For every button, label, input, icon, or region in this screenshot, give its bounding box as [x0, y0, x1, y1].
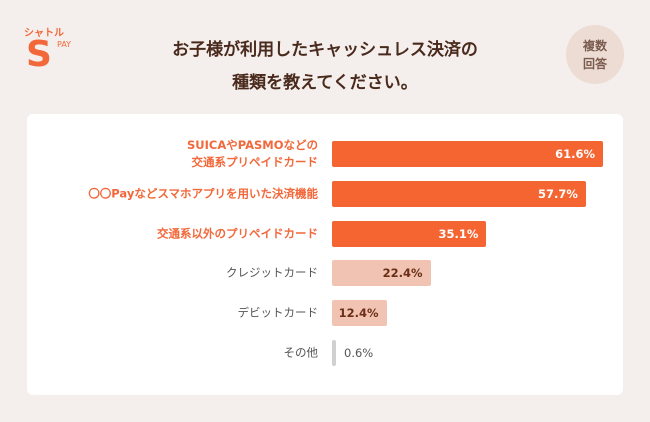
category-label-line: その他: [283, 345, 319, 360]
chart-title: お子様が利用したキャッシュレス決済の 種類を教えてください。: [110, 34, 540, 100]
bar: [332, 260, 431, 286]
category-label: クレジットカード: [18, 265, 318, 282]
value-label: 61.6%: [555, 147, 596, 161]
category-label-line: 〇〇Payなどスマホアプリを用いた決済機能: [88, 186, 318, 201]
bar: [332, 141, 604, 167]
logo-s: S: [26, 34, 52, 75]
category-label: その他: [18, 345, 319, 362]
value-label: 35.1%: [438, 227, 479, 241]
badge-line-2: 回答: [582, 56, 607, 71]
category-label-line: クレジットカード: [226, 265, 318, 280]
title-line-1: お子様が利用したキャッシュレス決済の: [172, 40, 478, 60]
logo-pay: PAY: [57, 40, 72, 49]
bar: [332, 300, 387, 326]
logo-top-text: シャトル: [24, 28, 64, 39]
category-label-line: デビットカード: [237, 305, 319, 320]
bar: [332, 340, 336, 366]
category-label-line: 交通系プリペイドカード: [191, 155, 319, 169]
category-label-line: 交通系以外のプリペイドカード: [157, 226, 318, 241]
value-label: 22.4%: [382, 266, 423, 280]
category-label: デビットカード: [18, 305, 319, 322]
category-label: 〇〇Payなどスマホアプリを用いた決済機能: [18, 186, 318, 203]
category-label: 交通系以外のプリペイドカード: [18, 226, 318, 243]
value-label: 12.4%: [338, 306, 379, 320]
multiple-answer-badge: 複数 回答: [566, 25, 624, 84]
title-line-2: 種類を教えてください。: [232, 73, 418, 93]
value-label: 57.7%: [537, 187, 578, 201]
value-label: 0.6%: [344, 346, 374, 360]
badge-line-1: 複数: [582, 38, 607, 53]
bar: [332, 221, 487, 247]
category-label: SUICAやPASMOなどの 交通系プリペイドカード: [18, 137, 318, 171]
category-label-line: SUICAやPASMOなどの: [186, 138, 318, 152]
bar: [332, 181, 586, 207]
